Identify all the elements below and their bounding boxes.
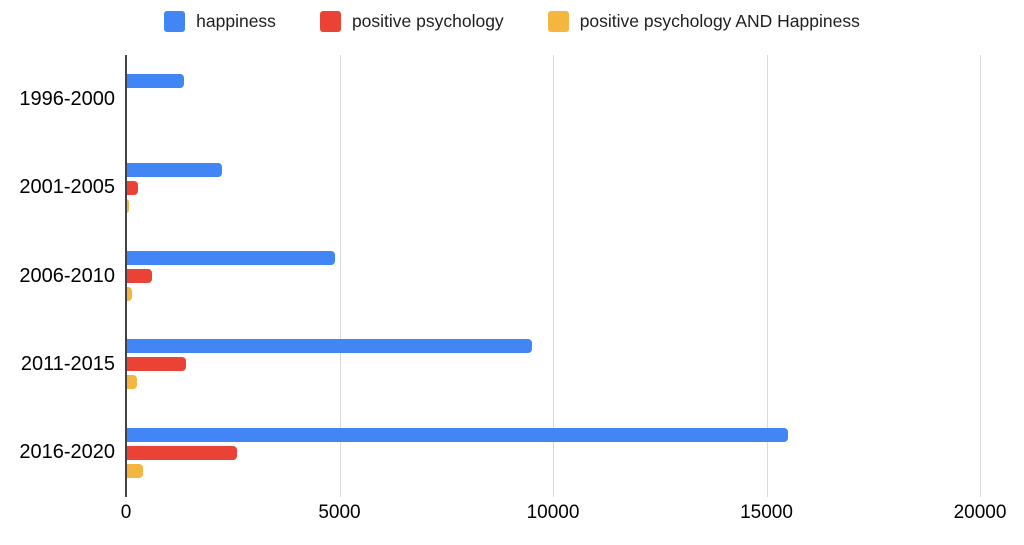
x-tick-label: 20000 xyxy=(953,502,1007,523)
bar-positive-psychology-and-happiness[interactable] xyxy=(126,375,138,390)
bar-positive-psychology[interactable] xyxy=(126,357,186,372)
category-label: 2006-2010 xyxy=(19,264,115,287)
legend-swatch-positive-psychology xyxy=(319,10,341,32)
x-tick-label: 0 xyxy=(120,502,132,523)
legend-swatch-positive-psychology-and-happiness xyxy=(547,10,569,32)
x-axis-ticks: 0 5000 10000 15000 20000 xyxy=(121,502,1007,528)
bar-positive-psychology[interactable] xyxy=(126,269,152,284)
bar-happiness[interactable] xyxy=(126,251,336,266)
x-tick-label: 5000 xyxy=(318,502,361,523)
category-label: 1996-2000 xyxy=(19,87,115,110)
bar-positive-psychology[interactable] xyxy=(126,180,138,195)
gridline xyxy=(766,55,768,497)
legend-label: happiness xyxy=(196,10,276,31)
y-axis-labels: 1996-2000 2001-2005 2006-2010 2011-2015 2016… xyxy=(0,55,115,497)
legend-item-positive-psychology-and-happiness: positive psychology AND Happiness xyxy=(547,10,860,32)
gridline xyxy=(980,55,981,497)
bar-happiness[interactable] xyxy=(126,427,788,442)
gridline xyxy=(553,55,554,497)
y-axis-line xyxy=(125,55,127,497)
legend-label: positive psychology xyxy=(351,10,504,31)
bar-positive-psychology[interactable] xyxy=(126,445,238,460)
category-label: 2016-2020 xyxy=(19,441,115,464)
bar-group-2016-2020 xyxy=(126,409,980,497)
bar-rows xyxy=(126,55,980,497)
x-tick-label: 10000 xyxy=(526,502,580,523)
gridline xyxy=(339,55,341,497)
bar-positive-psychology-and-happiness[interactable] xyxy=(126,287,133,302)
x-tick-label: 15000 xyxy=(740,502,793,523)
bar-happiness[interactable] xyxy=(126,162,223,177)
bar-group-1996-2000 xyxy=(126,55,980,143)
bar-happiness[interactable] xyxy=(126,339,532,354)
bar-group-2011-2015 xyxy=(126,320,980,408)
category-label: 2011-2015 xyxy=(20,352,115,375)
bar-positive-psychology-and-happiness[interactable] xyxy=(126,198,130,213)
bar-group-2001-2005 xyxy=(126,143,980,231)
bar-group-2006-2010 xyxy=(126,232,980,320)
bar-happiness[interactable] xyxy=(126,74,184,89)
legend-item-positive-psychology: positive psychology xyxy=(319,10,504,32)
category-label: 2001-2005 xyxy=(19,176,115,199)
legend-swatch-happiness xyxy=(164,10,186,32)
bar-positive-psychology-and-happiness[interactable] xyxy=(126,463,144,478)
legend-label: positive psychology AND Happiness xyxy=(579,10,860,31)
legend: happiness positive psychology positive psy… xyxy=(0,6,1024,36)
plot-area xyxy=(125,55,981,497)
legend-item-happiness: happiness xyxy=(164,10,276,32)
